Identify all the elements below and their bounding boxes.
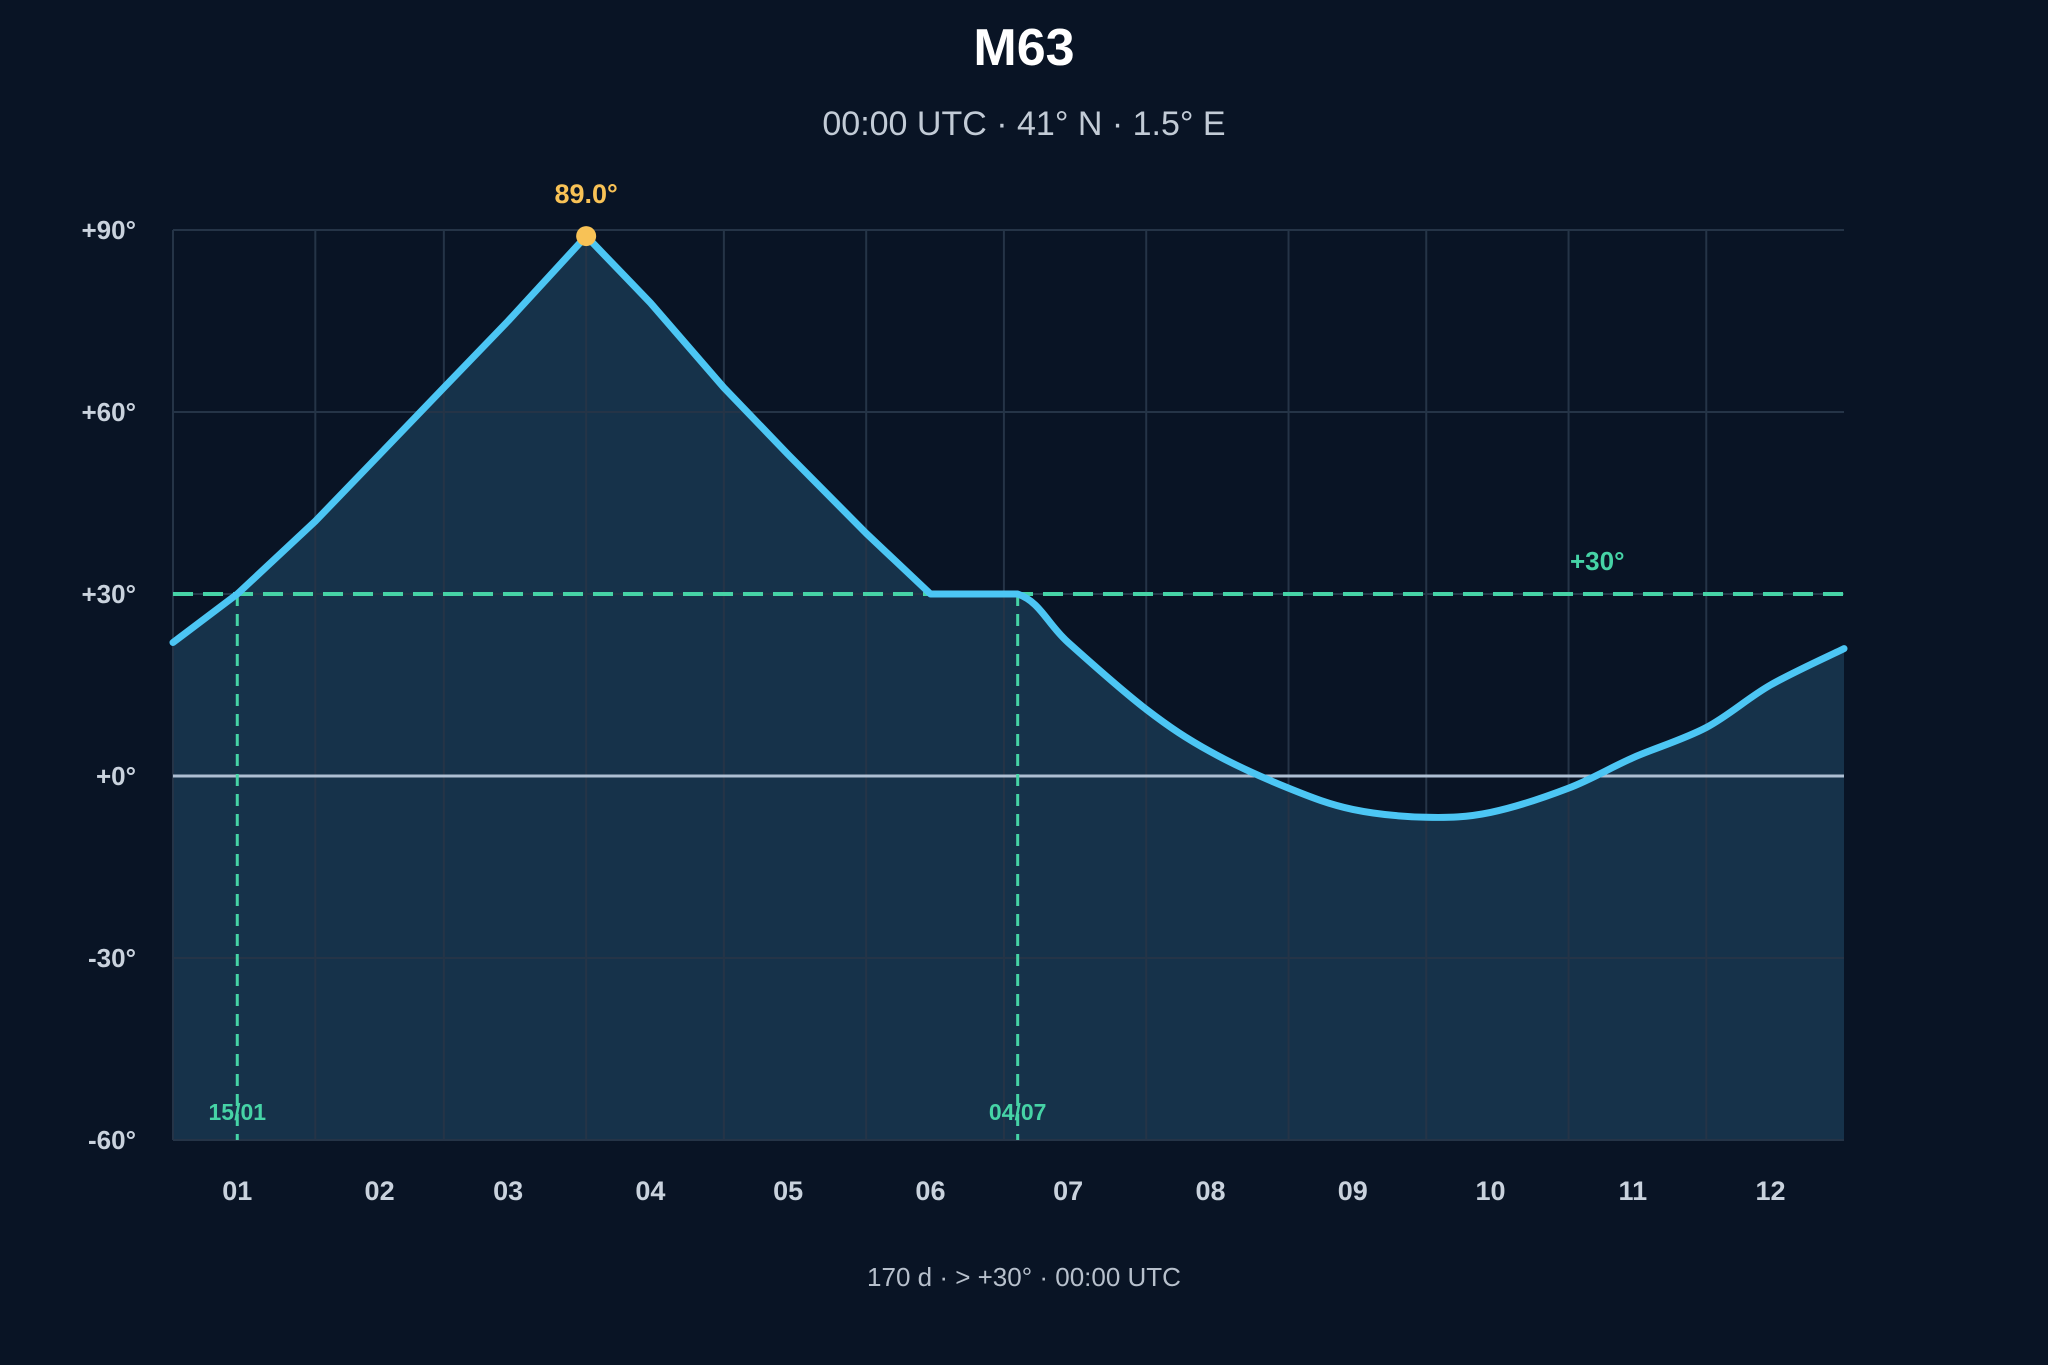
y-tick-label: -30° [88,943,136,973]
x-tick-label: 11 [1619,1176,1648,1206]
x-axis: 01 02 03 04 05 06 07 08 09 10 11 12 [222,1176,1785,1206]
y-tick-label: +60° [81,397,136,427]
y-tick-label: +0° [96,761,136,791]
y-axis: +90° +60° +30° +0° -30° -60° [81,215,136,1155]
chart-title: M63 [973,19,1075,77]
x-tick-label: 07 [1053,1176,1083,1206]
x-tick-label: 04 [635,1176,665,1206]
x-tick-label: 08 [1195,1176,1225,1206]
x-tick-label: 06 [915,1176,945,1206]
chart-footer: 170 d · > +30° · 00:00 UTC [867,1262,1181,1292]
x-tick-label: 01 [222,1176,252,1206]
y-tick-label: +30° [81,579,136,609]
peak-marker [576,226,597,247]
chart-subtitle: 00:00 UTC · 41° N · 1.5° E [822,105,1226,143]
x-tick-label: 12 [1756,1176,1786,1206]
y-tick-label: +90° [81,215,136,245]
crossing-label: 15/01 [208,1099,266,1125]
altitude-curve [169,232,1848,821]
crossing-label: 04/07 [989,1099,1047,1125]
x-tick-label: 02 [365,1176,395,1206]
x-tick-label: 05 [773,1176,803,1206]
x-tick-label: 10 [1475,1176,1505,1206]
y-tick-label: -60° [88,1125,136,1155]
threshold-label: +30° [1570,546,1625,576]
plot-area: 15/01 04/07 89.0° +30° [169,179,1848,1141]
x-tick-label: 03 [493,1176,523,1206]
x-tick-label: 09 [1338,1176,1368,1206]
peak-label: 89.0° [554,179,617,209]
crossing-markers: 15/01 04/07 [208,594,1046,1140]
